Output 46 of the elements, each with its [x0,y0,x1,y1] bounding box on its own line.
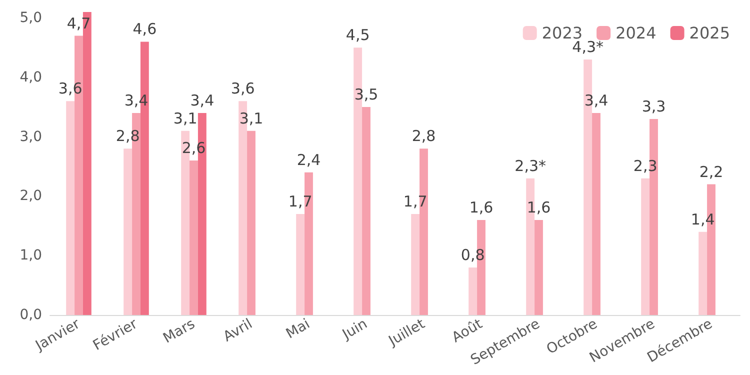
data-label: 3,4 [584,92,608,110]
data-label: 3,6 [58,80,82,98]
data-label: 3,1 [239,109,264,128]
data-label: 2,4 [296,150,321,169]
y-tick-label: 0,0 [20,307,42,323]
data-label: 2,3* [514,156,546,175]
y-tick-label: 3,0 [20,128,42,145]
data-label: 0,8 [460,246,485,264]
data-label: 3,3 [642,97,666,116]
data-label: 1,7 [403,192,428,210]
data-label: 2,2 [699,162,724,181]
data-label: 2,6 [182,139,206,158]
data-label: 1,6 [469,198,494,216]
bar [468,267,478,315]
x-tick-label: Mai [284,316,313,342]
x-tick-label: Mars [160,316,198,347]
data-label: 4,5 [346,26,370,44]
data-label: 2,8 [412,127,436,146]
data-label: 3,4 [190,92,214,110]
bar [641,178,650,315]
data-label: 1,4 [690,210,715,228]
data-label: 3,5 [354,86,378,104]
bar [534,220,543,315]
y-tick-label: 4,0 [20,69,42,86]
data-label: 2,3 [633,156,658,175]
bar [362,107,370,315]
data-label: 2,8 [116,127,140,146]
data-label: 1,7 [288,192,312,210]
bar [247,130,256,315]
data-label: 1,6 [526,198,551,216]
data-label: 3,6 [230,80,255,98]
bar [124,148,132,315]
y-tick-label: 1,0 [20,248,42,264]
bar [698,232,708,315]
bar [411,214,420,315]
bar [190,160,198,315]
y-tick-label: 2,0 [20,188,42,204]
bar [296,214,305,315]
legend-label: 2025 [689,24,730,42]
bar [66,101,75,315]
data-label: 4,6 [132,20,157,38]
x-tick-label: Juin [339,316,370,344]
bar [592,113,600,315]
data-label: 3,1 [173,109,198,128]
y-tick-label: 5,0 [20,10,42,26]
legend-label: 2024 [616,24,656,42]
